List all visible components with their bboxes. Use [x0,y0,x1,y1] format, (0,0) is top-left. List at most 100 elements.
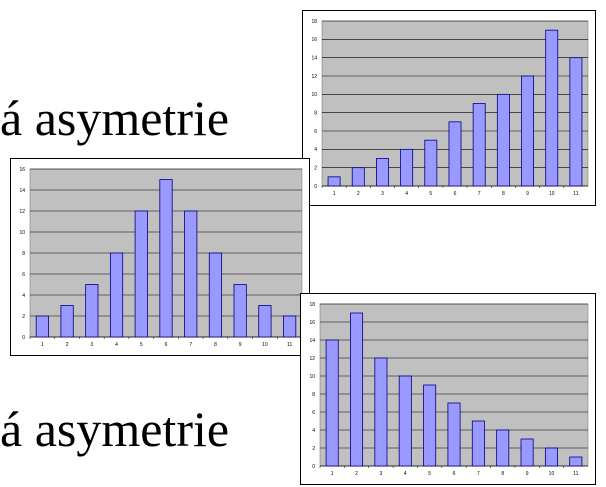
y-tick-label: 4 [312,428,315,434]
y-tick-label: 6 [22,272,25,278]
x-tick-label: 10 [549,471,555,477]
bar [283,315,297,338]
bar [424,139,438,187]
bar [184,210,198,338]
x-tick-label: 6 [453,471,456,477]
x-tick-label: 10 [549,191,555,197]
y-tick-label: 12 [311,74,317,80]
x-tick-label: 5 [429,191,432,197]
x-tick-label: 2 [357,191,360,197]
x-tick-label: 7 [478,191,481,197]
y-tick-label: 8 [312,392,315,398]
y-tick-label: 0 [314,184,317,190]
bar [327,176,341,187]
y-tick-label: 8 [314,110,317,116]
bar [208,252,223,338]
chart-increasing: 0 2 4 6 8 10 12 14 16 18 1 2 3 4 5 6 7 8 9 10 11 [302,10,596,206]
x-tick-label: 9 [239,342,242,348]
slide-text-bottom: á asymetrie [0,401,230,457]
x-tick-label: 7 [189,342,192,348]
y-tick-label: 4 [22,293,25,299]
x-tick-label: 8 [214,342,217,348]
bar [374,357,388,467]
x-tick-label: 3 [381,191,384,197]
bar [35,315,49,338]
bar [233,284,247,338]
bar [400,148,414,187]
x-tick-label: 9 [526,471,529,477]
bar [398,375,412,467]
y-tick-label: 16 [19,167,25,173]
y-tick-label: 4 [314,147,317,153]
y-tick-label: 14 [311,55,317,61]
bar [520,438,534,467]
bar [60,305,74,338]
bar [134,210,148,338]
y-tick-label: 0 [22,335,25,341]
y-tick-label: 16 [311,37,317,43]
y-tick-label: 14 [19,188,25,194]
x-tick-label: 6 [454,191,457,197]
y-tick-label: 8 [22,251,25,257]
bar [325,339,339,467]
x-tick-label: 4 [115,342,118,348]
bar [471,420,485,467]
x-tick-label: 11 [573,471,578,477]
x-tick-label: 1 [41,342,44,348]
x-tick-label: 2 [66,342,69,348]
y-tick-label: 18 [311,19,317,25]
bar [447,402,461,467]
x-tick-label: 11 [287,342,292,348]
bar [544,447,558,467]
bar [376,158,389,187]
x-tick-label: 4 [405,191,408,197]
y-tick-label: 12 [309,356,315,362]
slide-text-top: á asymetrie [0,90,230,146]
x-tick-label: 3 [380,471,383,477]
bar [472,103,486,187]
bar [109,252,124,338]
bar [448,121,462,187]
x-tick-label: 5 [428,471,431,477]
x-tick-label: 4 [404,471,407,477]
y-tick-label: 16 [309,320,315,326]
y-tick-label: 10 [19,230,25,236]
y-tick-label: 18 [309,302,315,308]
bar [569,57,583,187]
x-tick-label: 5 [140,342,143,348]
y-tick-label: 14 [309,338,315,344]
y-tick-label: 0 [312,464,315,470]
x-tick-label: 2 [355,471,358,477]
bar [159,179,173,338]
y-tick-label: 2 [22,314,25,320]
x-tick-label: 11 [573,191,578,197]
bar [423,384,437,467]
y-tick-label: 10 [311,92,317,98]
x-tick-label: 1 [333,191,336,197]
y-tick-label: 6 [312,410,315,416]
bar [496,93,510,187]
bar [351,167,365,187]
bar [521,75,534,187]
bar [85,284,99,338]
y-tick-label: 12 [19,209,25,215]
y-tick-label: 2 [312,446,315,452]
chart-decreasing: 0 2 4 6 8 10 12 14 16 18 1 2 3 4 5 6 7 8 9 10 11 [300,293,596,485]
bar [258,305,272,338]
x-tick-label: 8 [502,191,505,197]
x-tick-label: 9 [526,191,529,197]
y-tick-label: 2 [314,165,317,171]
bar [496,429,510,467]
x-tick-label: 7 [477,471,480,477]
x-tick-label: 3 [90,342,93,348]
x-tick-label: 1 [331,471,334,477]
y-tick-label: 10 [309,374,315,380]
x-tick-label: 8 [501,471,504,477]
x-tick-label: 10 [262,342,268,348]
x-tick-label: 6 [165,342,168,348]
bar [569,456,583,467]
y-tick-label: 6 [314,129,317,135]
